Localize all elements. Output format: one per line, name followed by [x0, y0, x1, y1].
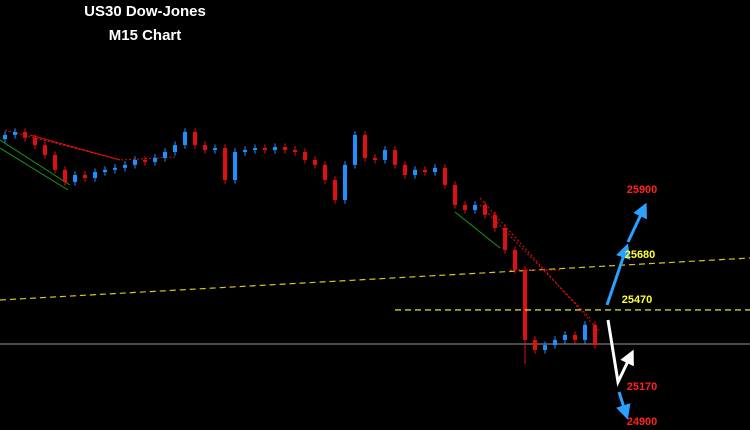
candle-body	[183, 131, 187, 146]
candle-body	[503, 227, 507, 251]
candle-body	[73, 175, 77, 182]
candle-body	[573, 334, 577, 340]
candle-body	[103, 169, 107, 173]
candle-body	[583, 324, 587, 340]
candle-body	[23, 131, 27, 138]
candle-body	[403, 164, 407, 176]
candle-body	[123, 164, 127, 168]
candle-body	[303, 151, 307, 160]
candle-body	[473, 204, 477, 210]
candle-body	[63, 169, 67, 182]
candle-body	[213, 148, 217, 151]
candle-body	[283, 147, 287, 151]
candle-body	[553, 339, 557, 346]
candle-body	[513, 250, 517, 270]
candle-body	[363, 134, 367, 158]
candle-body	[543, 345, 547, 351]
chart-title: US30 Dow-Jones	[84, 3, 206, 20]
candle-body	[253, 148, 257, 151]
candle-body	[343, 164, 347, 201]
level-label: 25900	[627, 184, 658, 196]
candle-body	[433, 167, 437, 173]
candle-body	[33, 137, 37, 146]
trend-line	[0, 139, 71, 186]
candle-body	[423, 169, 427, 173]
candle-body	[323, 164, 327, 180]
candle-body	[193, 131, 197, 146]
candle-body	[173, 145, 177, 152]
candle-body	[153, 157, 157, 162]
arrow	[616, 391, 631, 420]
candle-body	[563, 334, 567, 340]
candle-body	[353, 134, 357, 165]
candle-body	[383, 150, 387, 160]
candle-body	[263, 148, 267, 151]
candle-body	[133, 159, 137, 165]
candle-body	[493, 214, 497, 228]
level-label: 25170	[627, 381, 658, 393]
candle-body	[233, 151, 237, 180]
candle-body	[523, 269, 527, 340]
candle-body	[443, 167, 447, 185]
candle-body	[593, 324, 597, 346]
candle-body	[83, 175, 87, 178]
candle-body	[223, 148, 227, 180]
candle-body	[393, 150, 397, 165]
trend-line	[0, 257, 750, 301]
candle-body	[113, 167, 117, 170]
candle-body	[373, 157, 377, 160]
level-label: 25680	[625, 249, 656, 261]
level-label: 24900	[627, 416, 658, 428]
arrow	[605, 243, 631, 306]
candle-body	[313, 159, 317, 165]
candle-body	[413, 169, 417, 176]
candle-body	[93, 172, 97, 178]
candle-body	[273, 147, 277, 151]
candle-body	[143, 159, 147, 162]
arrows	[605, 202, 647, 420]
chart-subtitle: M15 Chart	[109, 27, 182, 44]
candle-body	[43, 145, 47, 155]
candle-body	[533, 339, 537, 351]
trend-line	[29, 134, 121, 161]
candle-body	[293, 150, 297, 152]
trend-line	[454, 211, 501, 249]
candles	[3, 128, 597, 365]
candle-body	[483, 204, 487, 215]
candle-body	[243, 150, 247, 152]
candle-body	[3, 134, 7, 140]
level-label: 25470	[622, 294, 653, 306]
candle-body	[203, 145, 207, 151]
arrow	[626, 202, 647, 243]
candle-body	[463, 204, 467, 210]
trend-line	[0, 147, 69, 191]
candle-body	[453, 184, 457, 205]
candle-body	[13, 131, 17, 135]
candle-body	[163, 151, 167, 158]
candle-body	[333, 179, 337, 201]
candle-body	[53, 154, 57, 170]
arrow	[606, 319, 634, 387]
